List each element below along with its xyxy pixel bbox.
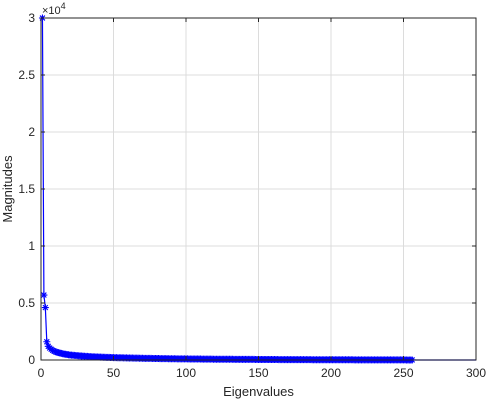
y-tick-label: 0 xyxy=(28,353,35,367)
y-tick-label: 3 xyxy=(28,11,35,25)
x-tick-label: 100 xyxy=(176,366,196,380)
x-tick-label: 200 xyxy=(321,366,341,380)
x-tick-label: 300 xyxy=(466,366,486,380)
data-point xyxy=(43,338,51,346)
y-axis-label: Magnitudes xyxy=(0,155,15,223)
y-exponent-base: ×10 xyxy=(42,5,61,17)
y-tick-label: 1 xyxy=(28,239,35,253)
y-tick-label: 0.5 xyxy=(18,296,35,310)
x-tick-label: 50 xyxy=(107,366,121,380)
x-tick-label: 250 xyxy=(393,366,413,380)
y-tick-label: 2.5 xyxy=(18,68,35,82)
y-exponent-power: 4 xyxy=(61,1,66,11)
data-point xyxy=(40,291,48,299)
data-point xyxy=(41,304,49,312)
ticks: 0 50 100 150 200 250 300 0 0.5 1 1.5 2 2.5 3 xyxy=(18,11,486,380)
x-axis-label: Eigenvalues xyxy=(223,384,294,399)
data-point xyxy=(59,350,67,358)
x-tick-label: 150 xyxy=(248,366,268,380)
data-point xyxy=(53,348,61,356)
y-exponent-label: ×104 xyxy=(42,1,66,17)
grid xyxy=(41,18,476,360)
y-tick-label: 2 xyxy=(28,125,35,139)
data-point xyxy=(56,349,64,357)
y-tick-label: 1.5 xyxy=(18,182,35,196)
x-tick-label: 0 xyxy=(38,366,45,380)
